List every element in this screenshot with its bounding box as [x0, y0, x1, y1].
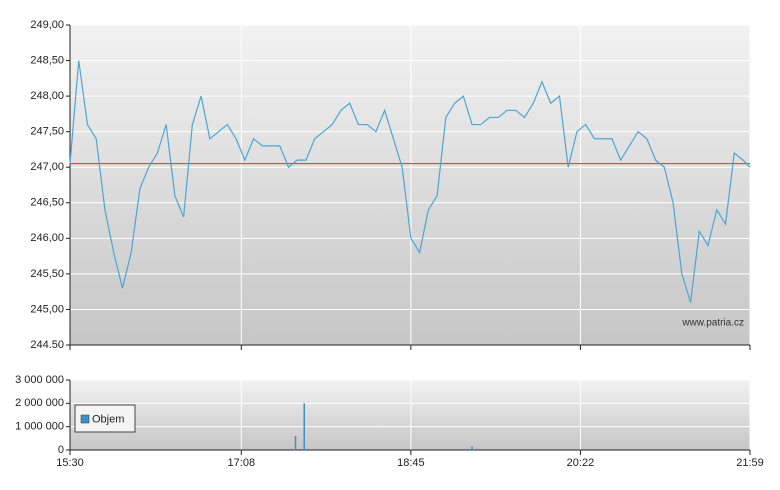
- watermark: www.patria.cz: [681, 318, 744, 329]
- y-tick-label: 0: [58, 444, 64, 456]
- y-tick-label: 245,50: [30, 268, 64, 280]
- x-tick-label: 17:08: [228, 457, 256, 469]
- legend-swatch: [80, 414, 90, 424]
- y-tick-label: 2 000 000: [15, 397, 64, 409]
- y-tick-label: 247,00: [30, 161, 64, 173]
- x-tick-label: 21:59: [736, 457, 764, 469]
- y-tick-label: 245,00: [30, 303, 64, 315]
- volume-bar: [471, 446, 473, 450]
- y-tick-label: 3 000 000: [15, 374, 64, 386]
- y-tick-label: 249,00: [30, 19, 64, 31]
- volume-plot-area: [70, 380, 750, 450]
- y-tick-label: 246,00: [30, 232, 64, 244]
- volume-bar: [303, 403, 305, 450]
- y-tick-label: 244.50: [30, 339, 64, 351]
- x-tick-label: 20:22: [567, 457, 595, 469]
- y-tick-label: 247,50: [30, 126, 64, 138]
- legend-label: Objem: [92, 413, 124, 425]
- x-tick-label: 15:30: [56, 457, 84, 469]
- x-tick-label: 18:45: [397, 457, 425, 469]
- price-plot-area: [70, 25, 750, 345]
- price-line: [69, 60, 751, 303]
- y-tick-label: 246,50: [30, 197, 64, 209]
- y-tick-label: 1 000 000: [15, 421, 64, 433]
- volume-bar: [294, 436, 297, 450]
- y-tick-label: 248,50: [30, 54, 64, 66]
- y-tick-label: 248,00: [30, 90, 64, 102]
